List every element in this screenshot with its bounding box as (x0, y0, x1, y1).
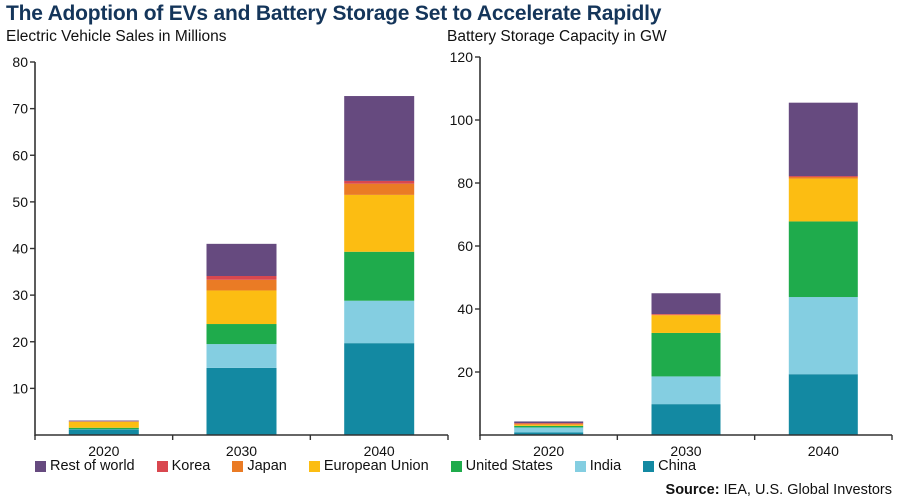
legend-item-china: China (643, 458, 696, 474)
battery-bar-2020-india (514, 427, 584, 433)
legend-swatch (574, 460, 586, 472)
source-note: Source: IEA, U.S. Global Investors (666, 482, 892, 498)
source-text: IEA, U.S. Global Investors (723, 482, 892, 498)
ev-x-tick-label: 2040 (364, 443, 395, 459)
ev-bar-2040-china (344, 343, 415, 435)
legend-label: Korea (171, 458, 211, 474)
ev-bar-2030-united-states (206, 324, 277, 345)
ev-bar-2040-european-union (344, 194, 415, 252)
legend-swatch (643, 460, 655, 472)
battery-y-tick-label: 40 (457, 301, 473, 317)
battery-bar-2020-united-states (514, 425, 584, 428)
ev-x-tick-label: 2020 (88, 443, 119, 459)
battery-bar-2020-korea (514, 423, 584, 424)
legend-label: Rest of world (50, 458, 135, 474)
ev-bar-2040-united-states (344, 251, 415, 301)
legend-label: Japan (247, 458, 287, 474)
battery-x-tick-label: 2020 (533, 443, 564, 459)
legend-swatch (35, 460, 46, 472)
legend-item-united-states: United States (450, 458, 553, 474)
battery-y-tick-label: 20 (457, 364, 473, 380)
ev-bar-2030-china (206, 367, 277, 435)
ev-bar-2020-european-union (68, 421, 139, 428)
ev-bar-2030-japan (206, 279, 277, 291)
battery-x-tick-label: 2040 (808, 443, 839, 459)
battery-y-tick-label: 80 (457, 175, 473, 191)
legend-label: China (658, 458, 697, 474)
battery-bar-2030-rest-of-world (651, 293, 721, 315)
ev-bar-2020-china (68, 429, 139, 435)
ev-y-tick-label: 60 (12, 147, 28, 163)
battery-y-tick-label: 100 (450, 112, 474, 128)
battery-bar-2020-european-union (514, 424, 584, 426)
battery-bar-2040-rest-of-world (788, 102, 858, 177)
legend-item-korea: Korea (156, 458, 211, 474)
battery-bar-2030-european-union (651, 315, 721, 333)
ev-bar-2030-korea (206, 276, 277, 280)
ev-y-tick-label: 80 (12, 54, 28, 70)
ev-x-tick-label: 2030 (226, 443, 257, 459)
battery-chart-subtitle: Battery Storage Capacity in GW (447, 28, 667, 45)
battery-bar-2030-china (651, 404, 721, 435)
legend-swatch (232, 460, 244, 472)
battery-bar-2040-japan (788, 177, 858, 179)
ev-bar-2040-rest-of-world (344, 96, 415, 181)
battery-bar-2030-korea (651, 314, 721, 315)
legend-swatch (156, 460, 168, 472)
legend-item-european-union: European Union (308, 458, 429, 474)
battery-bar-2040-india (788, 297, 858, 375)
ev-bar-2020-united-states (68, 427, 139, 430)
ev-bar-2030-european-union (206, 290, 277, 325)
legend-label: European Union (323, 458, 429, 474)
legend-label: United States (465, 458, 553, 474)
legend-swatch (450, 460, 462, 472)
battery-bar-2040-china (788, 374, 858, 435)
source-label: Source: (665, 482, 720, 498)
ev-y-tick-label: 30 (12, 287, 28, 303)
legend-item-india: India (574, 458, 622, 474)
legend-item-japan: Japan (232, 458, 287, 474)
ev-y-tick-label: 70 (12, 101, 28, 117)
ev-y-tick-label: 40 (12, 241, 28, 257)
ev-y-tick-label: 10 (12, 380, 28, 396)
chart-title: The Adoption of EVs and Battery Storage … (6, 2, 662, 25)
ev-bar-2020-rest-of-world (68, 420, 139, 422)
battery-x-tick-label: 2030 (670, 443, 701, 459)
ev-y-tick-label: 50 (12, 194, 28, 210)
ev-bar-2040-japan (344, 183, 415, 195)
legend-label: India (589, 458, 622, 474)
ev-chart-subtitle: Electric Vehicle Sales in Millions (6, 28, 227, 45)
battery-y-tick-label: 120 (450, 49, 474, 65)
battery-bar-2040-korea (788, 176, 858, 178)
battery-bar-2030-india (651, 376, 721, 405)
ev-bar-2040-korea (344, 180, 415, 184)
legend-swatch (308, 460, 320, 472)
ev-bar-2040-india (344, 300, 415, 344)
battery-bar-2020-japan (514, 423, 584, 425)
battery-bar-2030-japan (651, 314, 721, 316)
battery-bar-2020-china (514, 432, 584, 435)
legend-item-rest-of-world: Rest of world (35, 458, 135, 474)
battery-y-tick-label: 60 (457, 238, 473, 254)
battery-bar-2040-united-states (788, 221, 858, 298)
battery-bar-2020-rest-of-world (514, 421, 584, 424)
ev-bar-2030-rest-of-world (206, 243, 277, 277)
ev-y-tick-label: 20 (12, 334, 28, 350)
ev-bar-2030-india (206, 344, 277, 368)
battery-bar-2030-united-states (651, 332, 721, 377)
battery-bar-2040-european-union (788, 178, 858, 222)
legend: Rest of world Korea Japan European Union… (35, 458, 696, 474)
